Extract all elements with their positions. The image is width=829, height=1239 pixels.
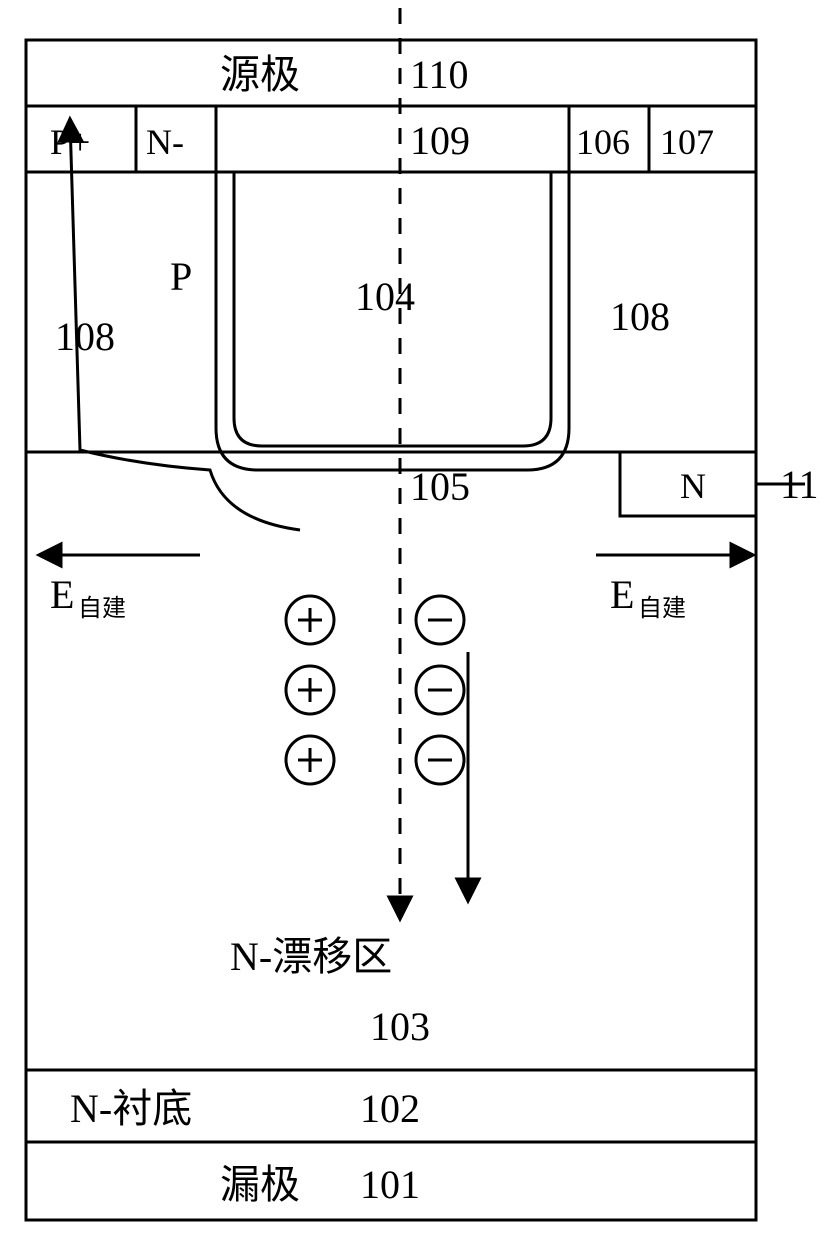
label-108-left: 108 xyxy=(55,314,115,359)
label-source: 源极 xyxy=(220,52,300,97)
label-104: 104 xyxy=(355,274,415,319)
label-111: 11 xyxy=(780,462,819,507)
label-Esub-left: 自建 xyxy=(78,595,126,622)
label-109: 109 xyxy=(410,118,470,163)
label-105: 105 xyxy=(410,464,470,509)
label-Esub-right: 自建 xyxy=(638,595,686,622)
label-107: 107 xyxy=(660,122,714,162)
label-103: 103 xyxy=(370,1004,430,1049)
label-P: P xyxy=(170,254,192,299)
label-N: N xyxy=(680,466,706,506)
label-101: 101 xyxy=(360,1162,420,1207)
plus-charges xyxy=(286,596,334,784)
label-nsub: N-衬底 xyxy=(70,1086,192,1131)
label-drift: N-漂移区 xyxy=(230,934,392,979)
label-pplus: P+ xyxy=(50,122,90,162)
label-102: 102 xyxy=(360,1086,420,1131)
label-108-right: 108 xyxy=(610,294,670,339)
label-106: 106 xyxy=(576,122,630,162)
label-nminus: N- xyxy=(146,122,184,162)
minus-charges xyxy=(416,596,464,784)
diagram-svg: 源极 110 P+ N- 109 106 107 P 108 104 108 1… xyxy=(0,0,829,1239)
diagram-root: 源极 110 P+ N- 109 106 107 P 108 104 108 1… xyxy=(0,0,829,1239)
label-drain: 漏极 xyxy=(220,1162,300,1207)
label-E-right: E xyxy=(610,572,634,617)
label-E-left: E xyxy=(50,572,74,617)
label-110: 110 xyxy=(410,52,469,97)
